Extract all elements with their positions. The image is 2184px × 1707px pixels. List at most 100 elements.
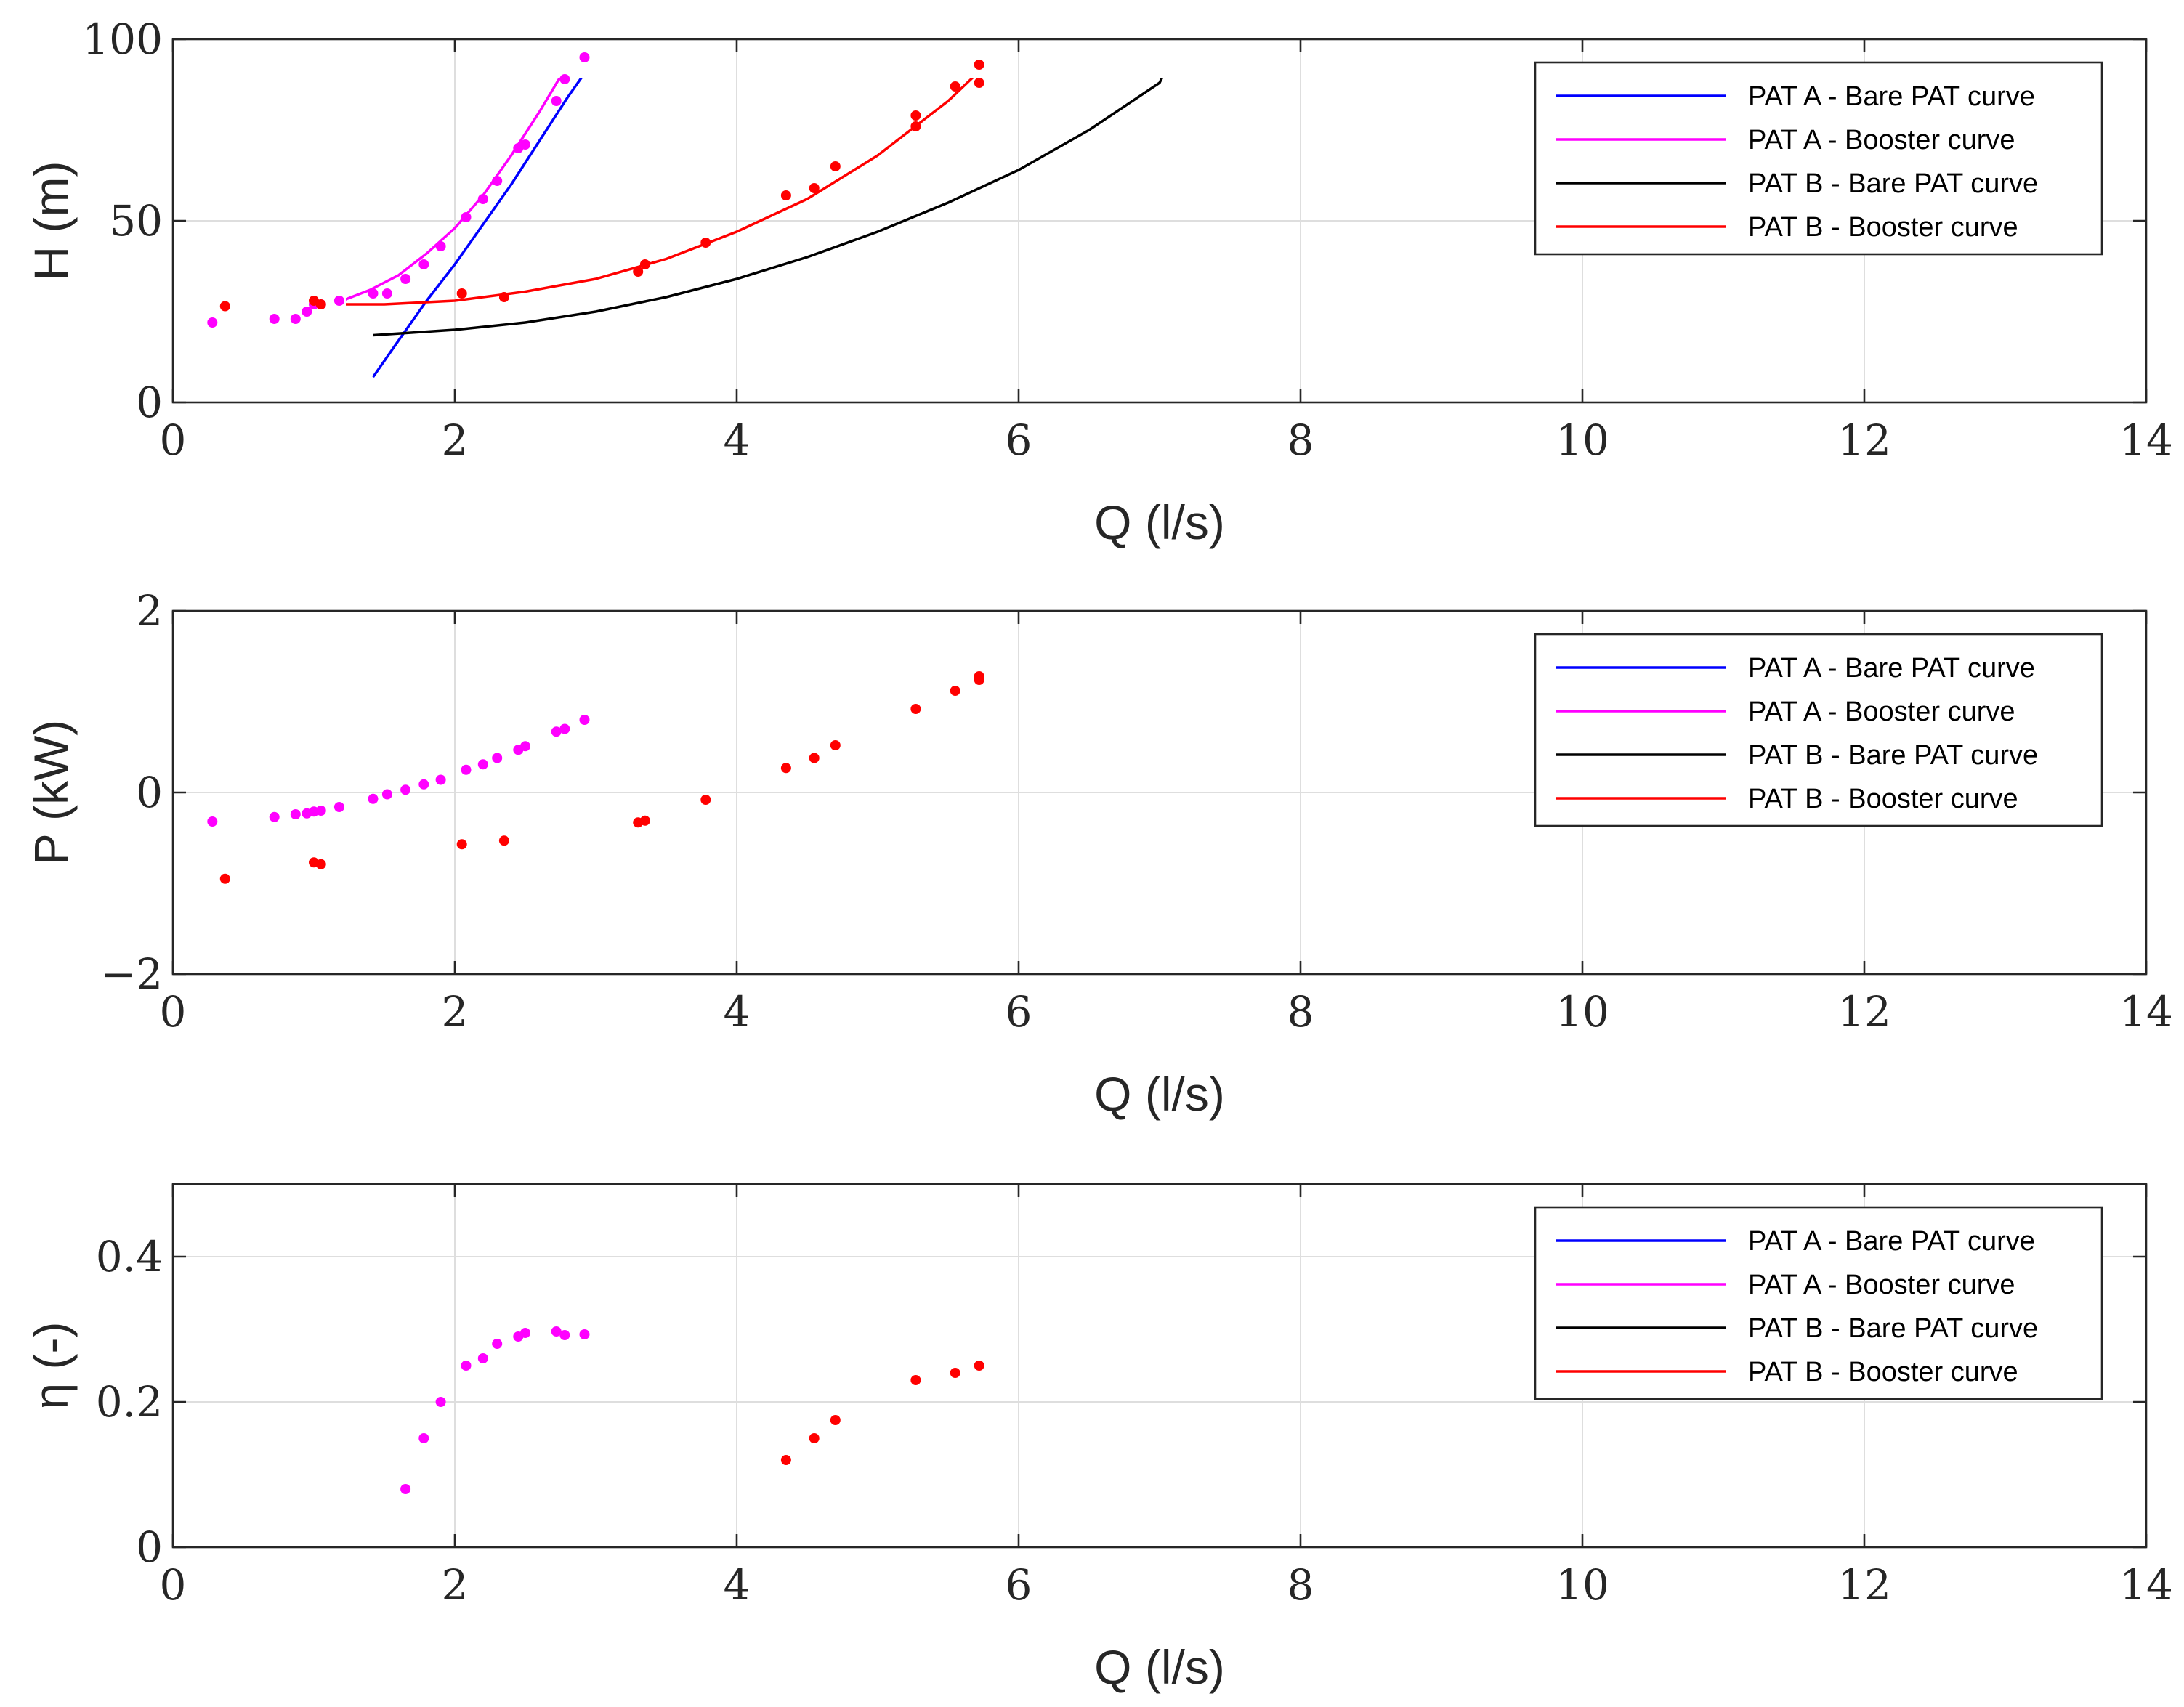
axes: 0 2 4 6 8 10 12 14 0 0.2 0.4 [96, 1183, 2173, 1610]
x-tick-label: 10 [1556, 987, 1609, 1037]
panel-head: 0 2 4 6 8 10 12 14 0 50 100 Q (l/s) H (m) PAT A - … [24, 15, 2173, 549]
x-axis-label: Q (l/s) [1094, 1640, 1225, 1694]
legend: PAT A - Bare PAT curve PAT A - Booster c… [1534, 61, 2103, 256]
data-point-pat-b-measured [830, 1415, 841, 1425]
x-tick-label: 4 [724, 1560, 751, 1610]
x-tick-label: 0 [160, 415, 187, 465]
data-point-pat-a-measured [492, 1339, 503, 1349]
data-point-pat-a-measured [400, 274, 411, 284]
y-tick-label: 100 [82, 15, 163, 64]
data-point-pat-a-measured [477, 194, 488, 204]
data-point-pat-a-measured [559, 723, 570, 734]
series-line-pat-b-booster-curve [173, 611, 1068, 880]
x-tick-label: 0 [160, 987, 187, 1037]
data-point-pat-a-measured [418, 1433, 429, 1443]
data-point-pat-a-measured [579, 715, 590, 725]
data-point-pat-a-measured [520, 139, 530, 150]
legend-label-pat-b-bare: PAT B - Bare PAT curve [1748, 169, 2038, 199]
y-tick-label: 0 [136, 768, 163, 817]
data-point-pat-a-measured [435, 774, 446, 785]
data-point-pat-a-measured [520, 1328, 530, 1338]
series-line-pat-a-booster-curve [173, 611, 774, 822]
data-point-pat-b-measured [910, 110, 921, 121]
data-point-pat-a-measured [400, 1484, 411, 1494]
data-point-pat-b-measured [456, 288, 467, 299]
data-point-pat-b-measured [700, 795, 711, 805]
series-line-pat-b-bare-pat-curve [373, 78, 1163, 337]
data-points [207, 671, 984, 884]
data-point-pat-a-measured [400, 784, 411, 795]
x-tick-label: 14 [2119, 1560, 2173, 1610]
data-point-pat-a-measured [579, 1329, 590, 1339]
data-point-pat-a-measured [315, 806, 326, 816]
data-point-pat-b-measured [950, 1368, 960, 1378]
data-point-pat-b-measured [910, 704, 921, 714]
legend-label-pat-a-booster: PAT A - Booster curve [1748, 697, 2015, 727]
data-point-pat-a-measured [290, 809, 301, 819]
legend-label-pat-a-bare: PAT A - Bare PAT curve [1748, 81, 2035, 112]
data-point-pat-a-measured [461, 1361, 472, 1371]
data-point-pat-b-measured [780, 1455, 791, 1465]
data-point-pat-b-measured [950, 81, 960, 92]
data-point-pat-b-measured [974, 60, 984, 70]
data-point-pat-b-measured [809, 1433, 820, 1443]
axes: 0 2 4 6 8 10 12 14−202 [101, 586, 2173, 1037]
x-tick-label: 8 [1287, 987, 1314, 1037]
legend: PAT A - Bare PAT curve PAT A - Booster c… [1534, 1206, 2103, 1400]
y-tick-label: 0.4 [96, 1232, 163, 1281]
x-axis-label: Q (l/s) [1094, 1067, 1225, 1121]
data-point-pat-b-measured [780, 190, 791, 200]
data-point-pat-a-measured [492, 176, 503, 186]
x-tick-label: 8 [1287, 415, 1314, 465]
axes-box [171, 1183, 2148, 1549]
legend-label-pat-b-booster: PAT B - Booster curve [1748, 1357, 2018, 1387]
data-point-pat-a-measured [435, 1397, 446, 1407]
data-point-pat-b-measured [950, 686, 960, 696]
x-tick-label: 6 [1006, 1560, 1032, 1610]
x-tick-label: 14 [2119, 415, 2173, 465]
data-point-pat-a-measured [551, 1326, 562, 1337]
y-axis-label: P (kW) [24, 720, 78, 865]
data-point-pat-b-measured [639, 815, 650, 826]
y-axis-label: H (m) [24, 161, 78, 281]
data-point-pat-b-measured [974, 78, 984, 88]
curves [346, 78, 1163, 378]
data-point-pat-b-measured [809, 753, 820, 763]
x-tick-label: 4 [724, 987, 751, 1037]
data-point-pat-a-measured [559, 1330, 570, 1340]
data-point-pat-b-measured [315, 299, 326, 309]
x-tick-label: 0 [160, 1560, 187, 1610]
data-point-pat-a-measured [290, 314, 301, 324]
legend-label-pat-a-booster: PAT A - Booster curve [1748, 125, 2015, 155]
data-point-pat-a-measured [551, 96, 562, 106]
y-tick-label: 0 [136, 378, 163, 427]
legend-label-pat-a-bare: PAT A - Bare PAT curve [1748, 1226, 2035, 1257]
data-point-pat-b-measured [219, 301, 230, 312]
data-point-pat-a-measured [381, 789, 392, 800]
data-point-pat-a-measured [435, 241, 446, 251]
x-tick-label: 12 [1837, 1560, 1891, 1610]
x-tick-label: 4 [724, 415, 751, 465]
data-point-pat-a-measured [418, 779, 429, 790]
x-tick-label: 10 [1556, 1560, 1609, 1610]
data-point-pat-b-measured [809, 183, 820, 193]
y-tick-label: 2 [136, 586, 163, 636]
x-tick-label: 6 [1006, 987, 1032, 1037]
data-point-pat-a-measured [579, 52, 590, 62]
legend-label-pat-a-bare: PAT A - Bare PAT curve [1748, 653, 2035, 684]
legend-label-pat-b-booster: PAT B - Booster curve [1748, 784, 2018, 814]
x-tick-label: 2 [442, 415, 469, 465]
data-point-pat-b-measured [315, 859, 326, 869]
panel-power: 0 2 4 6 8 10 12 14−202 Q (l/s) P (kW) PAT A - B… [24, 586, 2173, 1121]
data-point-pat-a-measured [381, 288, 392, 299]
x-tick-label: 2 [442, 987, 469, 1037]
series-line-pat-b-bare-pat-curve [373, 611, 1146, 906]
y-axis-label: η (-) [24, 1322, 78, 1410]
data-point-pat-a-measured [333, 296, 344, 306]
data-point-pat-b-measured [780, 763, 791, 774]
data-point-pat-a-measured [207, 317, 218, 328]
data-point-pat-b-measured [974, 1361, 984, 1371]
legend: PAT A - Bare PAT curve PAT A - Booster c… [1534, 633, 2103, 827]
y-tick-label: 0.2 [96, 1377, 163, 1427]
data-point-pat-b-measured [498, 292, 509, 302]
